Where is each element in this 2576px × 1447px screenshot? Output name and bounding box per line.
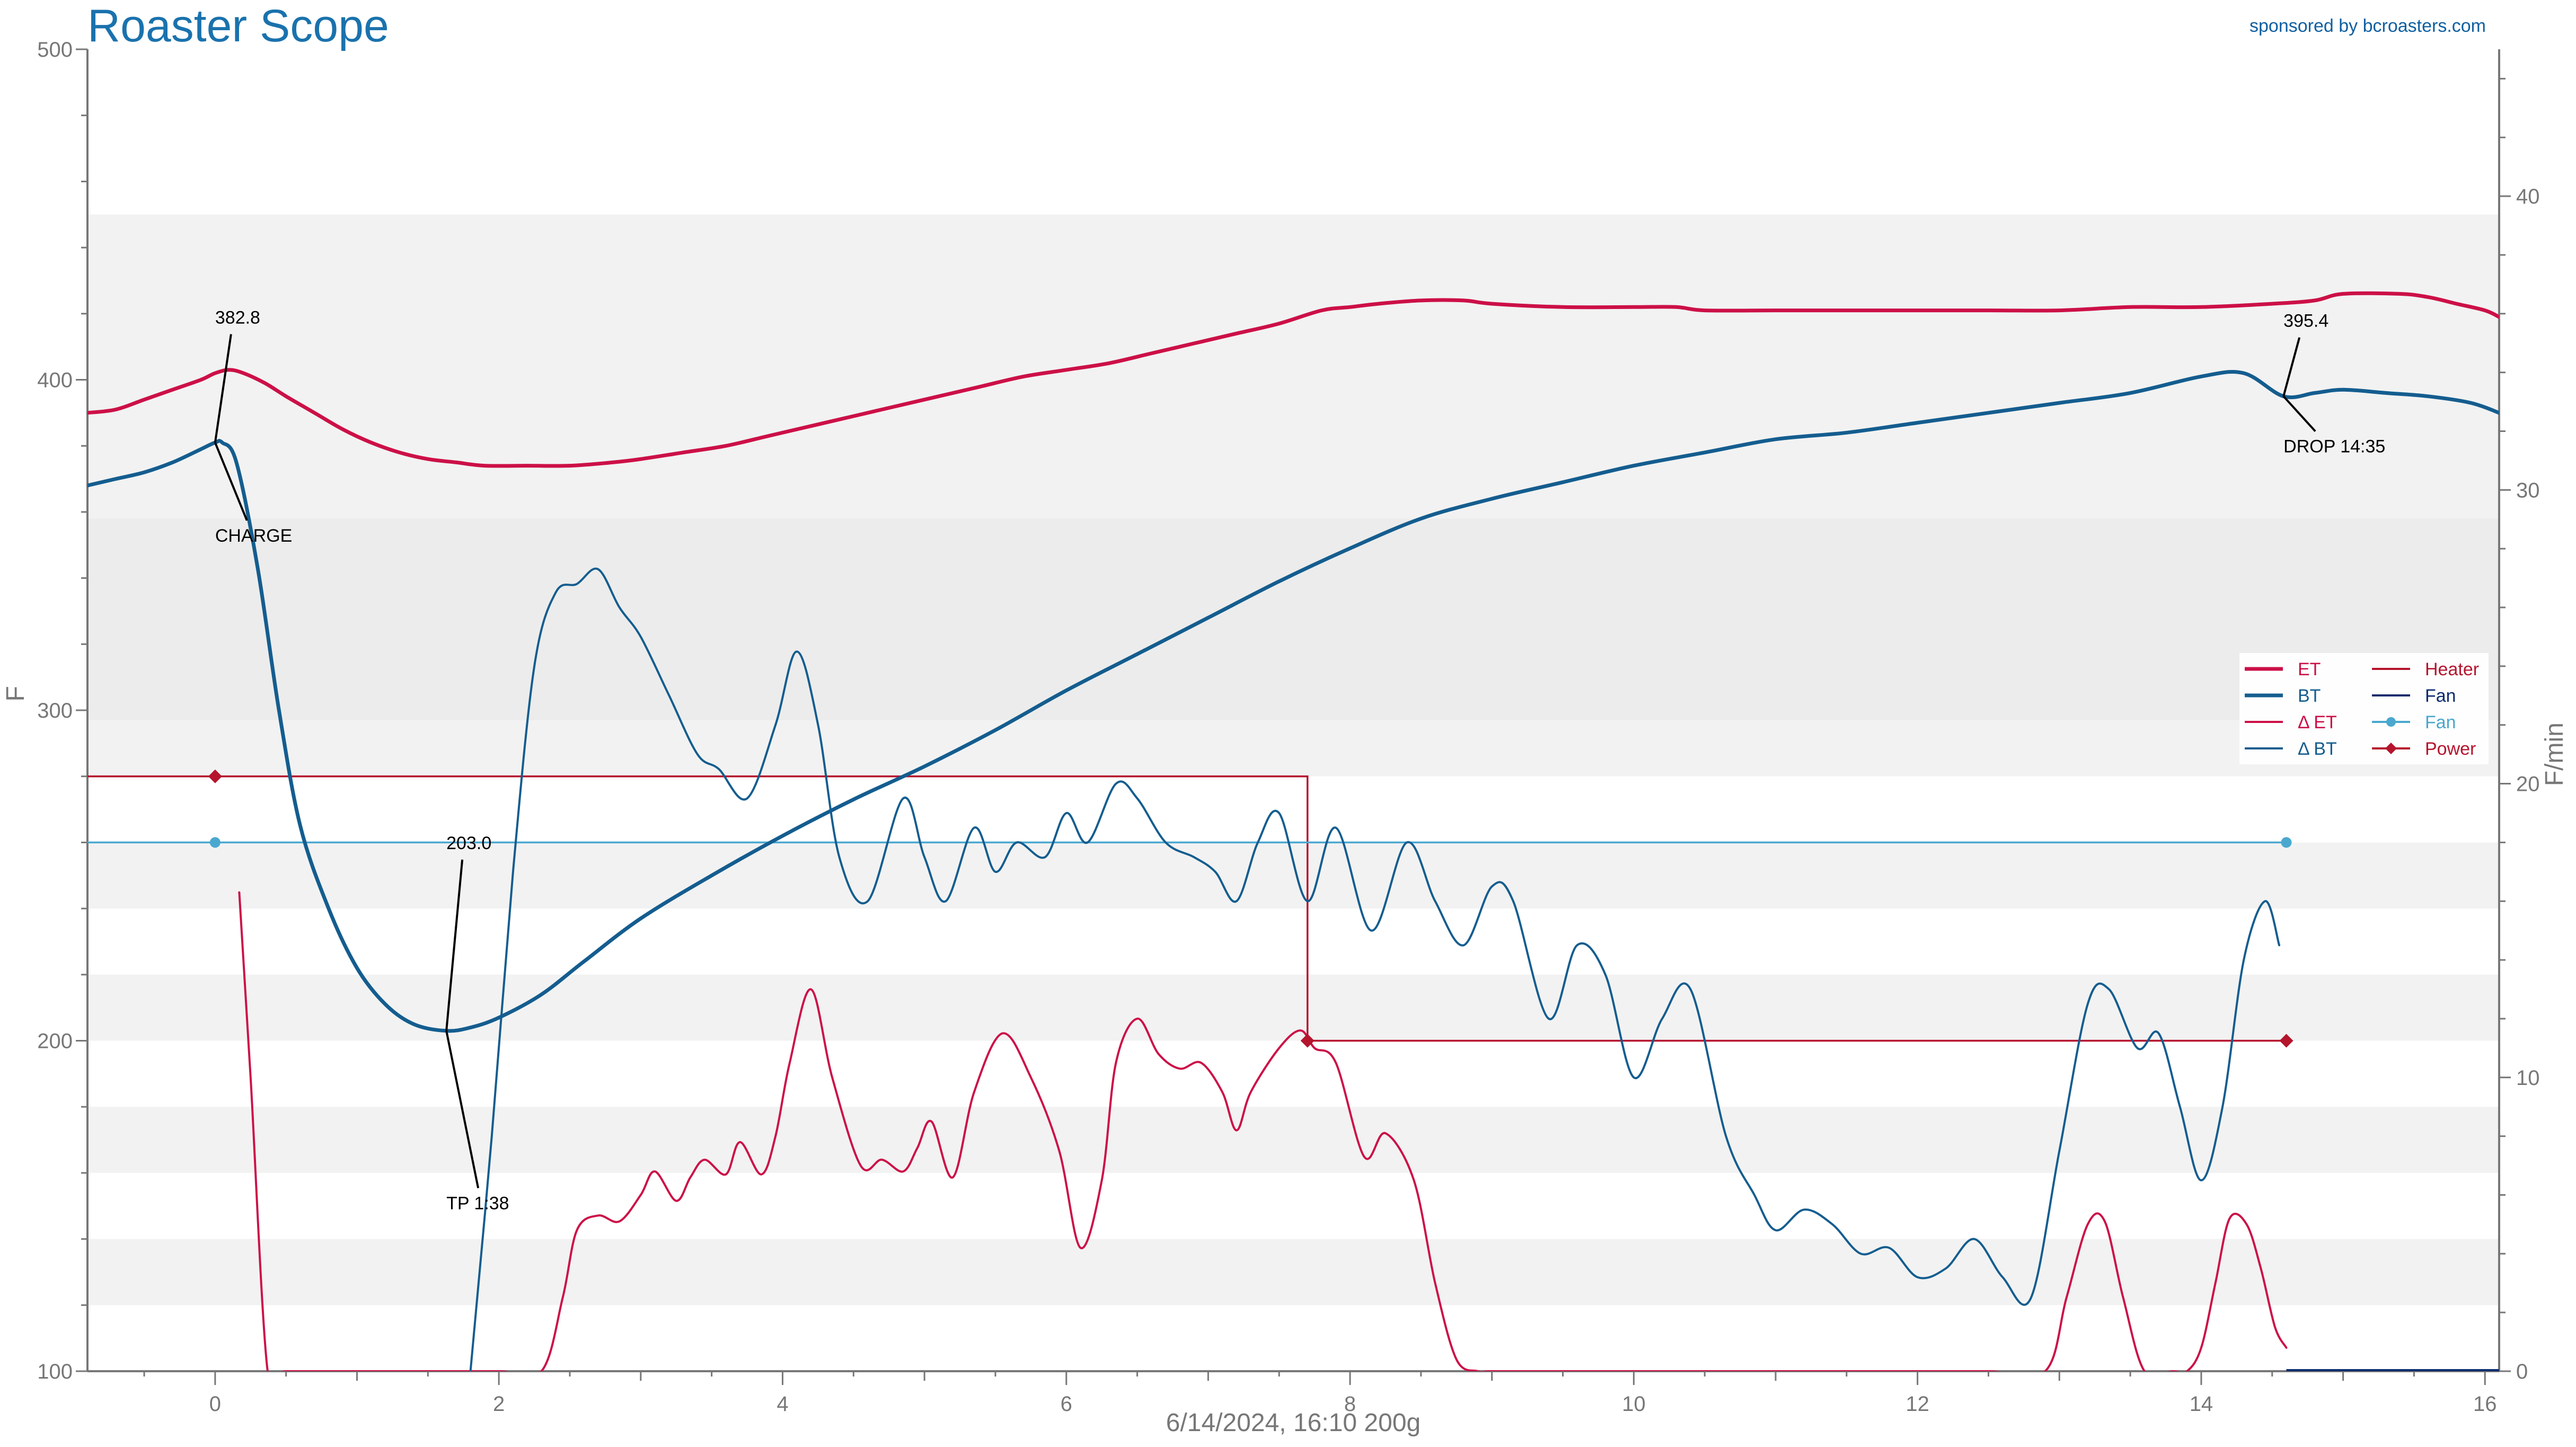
annotation-label: 395.4 bbox=[2283, 311, 2328, 331]
x-tick-label: 0 bbox=[209, 1392, 221, 1416]
delta-et-series-line bbox=[238, 891, 2288, 1371]
x-tick-label: 2 bbox=[493, 1392, 505, 1416]
y-left-tick-label: 300 bbox=[37, 699, 73, 722]
y-left-tick-label: 500 bbox=[37, 38, 73, 61]
y-left-tick-label: 200 bbox=[37, 1030, 73, 1053]
y-left-tick-label: 400 bbox=[37, 369, 73, 392]
annotation-leader bbox=[445, 859, 464, 1031]
legend-swatch-marker bbox=[2386, 717, 2396, 727]
background-band bbox=[87, 1239, 2499, 1305]
legend-label: Power bbox=[2425, 739, 2476, 759]
y-left-tick-label: 100 bbox=[37, 1360, 73, 1383]
x-tick-label: 10 bbox=[1622, 1392, 1646, 1416]
x-tick-label: 14 bbox=[2190, 1392, 2213, 1416]
annotation-label: TP 1:38 bbox=[446, 1193, 509, 1213]
y-right-tick-label: 10 bbox=[2516, 1066, 2540, 1090]
app-title: Roaster Scope bbox=[87, 1, 389, 51]
annotation-leader bbox=[214, 334, 232, 443]
y-axis-right-label: F/min bbox=[2540, 722, 2569, 786]
legend-swatch-marker bbox=[2385, 743, 2397, 754]
power-marker bbox=[2279, 1034, 2293, 1048]
legend-label: BT bbox=[2298, 686, 2321, 706]
heater-series-line bbox=[87, 775, 2287, 1042]
y-right-tick-label: 30 bbox=[2516, 479, 2540, 502]
background-band bbox=[87, 518, 2499, 720]
fan-marker bbox=[2281, 837, 2292, 848]
x-tick-label: 12 bbox=[1905, 1392, 1929, 1416]
background-band bbox=[87, 720, 2499, 777]
annotation-leader bbox=[2282, 395, 2316, 433]
legend-label: Fan bbox=[2425, 686, 2456, 706]
annotation-leader bbox=[214, 442, 248, 521]
legend-box bbox=[2239, 653, 2489, 764]
x-tick-label: 8 bbox=[1344, 1392, 1356, 1416]
sponsor-link[interactable]: sponsored by bcroasters.com bbox=[2249, 16, 2486, 36]
annotation-leader bbox=[445, 1030, 480, 1188]
y-right-tick-label: 40 bbox=[2516, 185, 2540, 208]
annotation-label: 203.0 bbox=[446, 833, 491, 853]
bt-series-line bbox=[87, 369, 2499, 1033]
legend-label: Fan bbox=[2425, 712, 2456, 733]
plot-area bbox=[87, 291, 2499, 1371]
y-right-tick-label: 0 bbox=[2516, 1360, 2528, 1383]
annotation-label: DROP 14:35 bbox=[2283, 437, 2385, 457]
annotation-label: CHARGE bbox=[215, 526, 292, 546]
y-axis-left-label: F bbox=[2, 686, 30, 701]
background-band bbox=[87, 1107, 2499, 1173]
fan-marker bbox=[209, 837, 220, 848]
x-tick-label: 16 bbox=[2473, 1392, 2497, 1416]
delta-bt-series-line bbox=[469, 567, 2281, 1371]
legend-label: Δ BT bbox=[2298, 739, 2337, 759]
y-right-tick-label: 20 bbox=[2516, 773, 2540, 796]
legend-label: Δ ET bbox=[2298, 712, 2337, 733]
legend: ET BT Δ ET Δ BT Heater Fan Fan Power bbox=[2239, 653, 2489, 764]
background-band bbox=[87, 214, 2499, 519]
x-tick-label: 6 bbox=[1061, 1392, 1072, 1416]
power-marker bbox=[1300, 1034, 1315, 1048]
chart-footer: 6/14/2024, 16:10 200g bbox=[1166, 1409, 1421, 1437]
legend-label: ET bbox=[2298, 659, 2321, 680]
background-band bbox=[87, 842, 2499, 909]
legend-label: Heater bbox=[2425, 659, 2479, 680]
power-marker bbox=[208, 769, 222, 783]
x-tick-label: 4 bbox=[777, 1392, 788, 1416]
et-series-line bbox=[87, 291, 2499, 468]
annotation-leader bbox=[2282, 337, 2301, 397]
annotation-label: 382.8 bbox=[215, 308, 260, 328]
